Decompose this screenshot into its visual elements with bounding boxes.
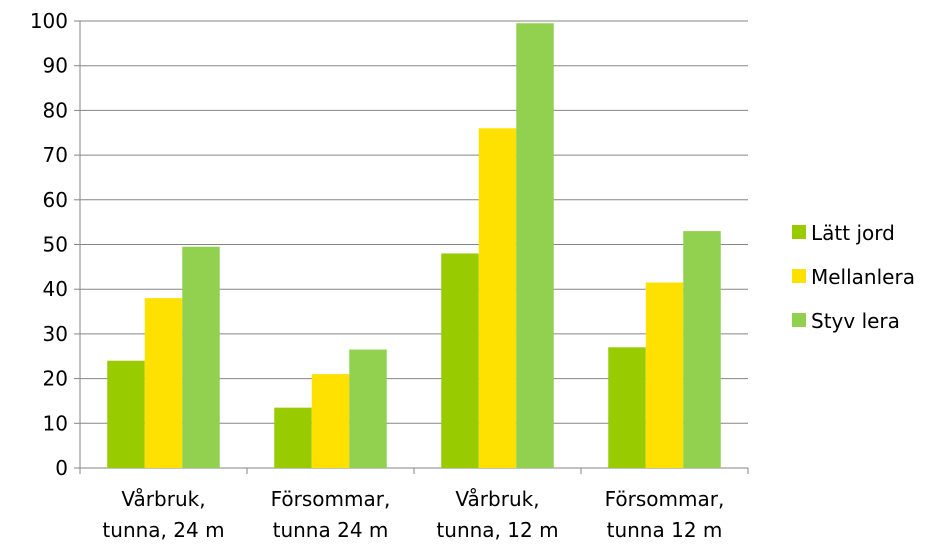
- bar-lätt-jord: [608, 347, 646, 468]
- x-axis-category-labels: Vårbruk, tunna, 24 m Försommar, tunna 24 m V…: [102, 487, 724, 542]
- x-category-label: Vårbruk,: [121, 487, 205, 511]
- x-category-label: Försommar,: [605, 487, 725, 511]
- y-tick-label: 60: [43, 188, 68, 212]
- legend-swatch: [792, 313, 806, 327]
- bar-styv-lera: [182, 246, 220, 468]
- bar-mellanlera: [144, 298, 183, 468]
- x-category-label: Försommar,: [271, 487, 391, 511]
- y-tick-label: 100: [30, 9, 68, 33]
- y-tick-label: 90: [43, 54, 68, 78]
- y-tick-label: 10: [43, 411, 68, 435]
- bar-lätt-jord: [274, 407, 312, 468]
- y-tick-label: 0: [55, 456, 68, 480]
- bar-mellanlera: [311, 374, 350, 468]
- legend-label: Mellanlera: [811, 265, 915, 289]
- bars: [107, 23, 721, 469]
- bar-styv-lera: [349, 349, 387, 468]
- bar-styv-lera: [683, 231, 721, 468]
- y-tick-label: 40: [43, 277, 68, 301]
- x-category-label: tunna 24 m: [273, 518, 389, 542]
- bar-styv-lera: [516, 23, 554, 469]
- x-category-label: tunna, 24 m: [102, 518, 224, 542]
- legend: Lätt jord Mellanlera Styv lera: [792, 221, 915, 333]
- bar-mellanlera: [478, 128, 517, 468]
- y-tick-label: 80: [43, 98, 68, 122]
- y-tick-label: 20: [43, 367, 68, 391]
- y-tick-label: 30: [43, 322, 68, 346]
- bar-lätt-jord: [107, 360, 145, 468]
- y-tick-label: 70: [43, 143, 68, 167]
- x-category-label: tunna, 12 m: [436, 518, 558, 542]
- legend-swatch: [792, 225, 806, 239]
- y-axis-tick-labels: 0 10 20 30 40 50 60 70 80 90 100: [30, 9, 68, 480]
- bar-mellanlera: [645, 282, 684, 468]
- y-tick-label: 50: [43, 233, 68, 257]
- legend-label: Styv lera: [811, 309, 900, 333]
- x-category-label: tunna 12 m: [607, 518, 723, 542]
- legend-label: Lätt jord: [811, 221, 895, 245]
- bar-lätt-jord: [441, 253, 479, 468]
- x-category-label: Vårbruk,: [455, 487, 539, 511]
- legend-swatch: [792, 269, 806, 283]
